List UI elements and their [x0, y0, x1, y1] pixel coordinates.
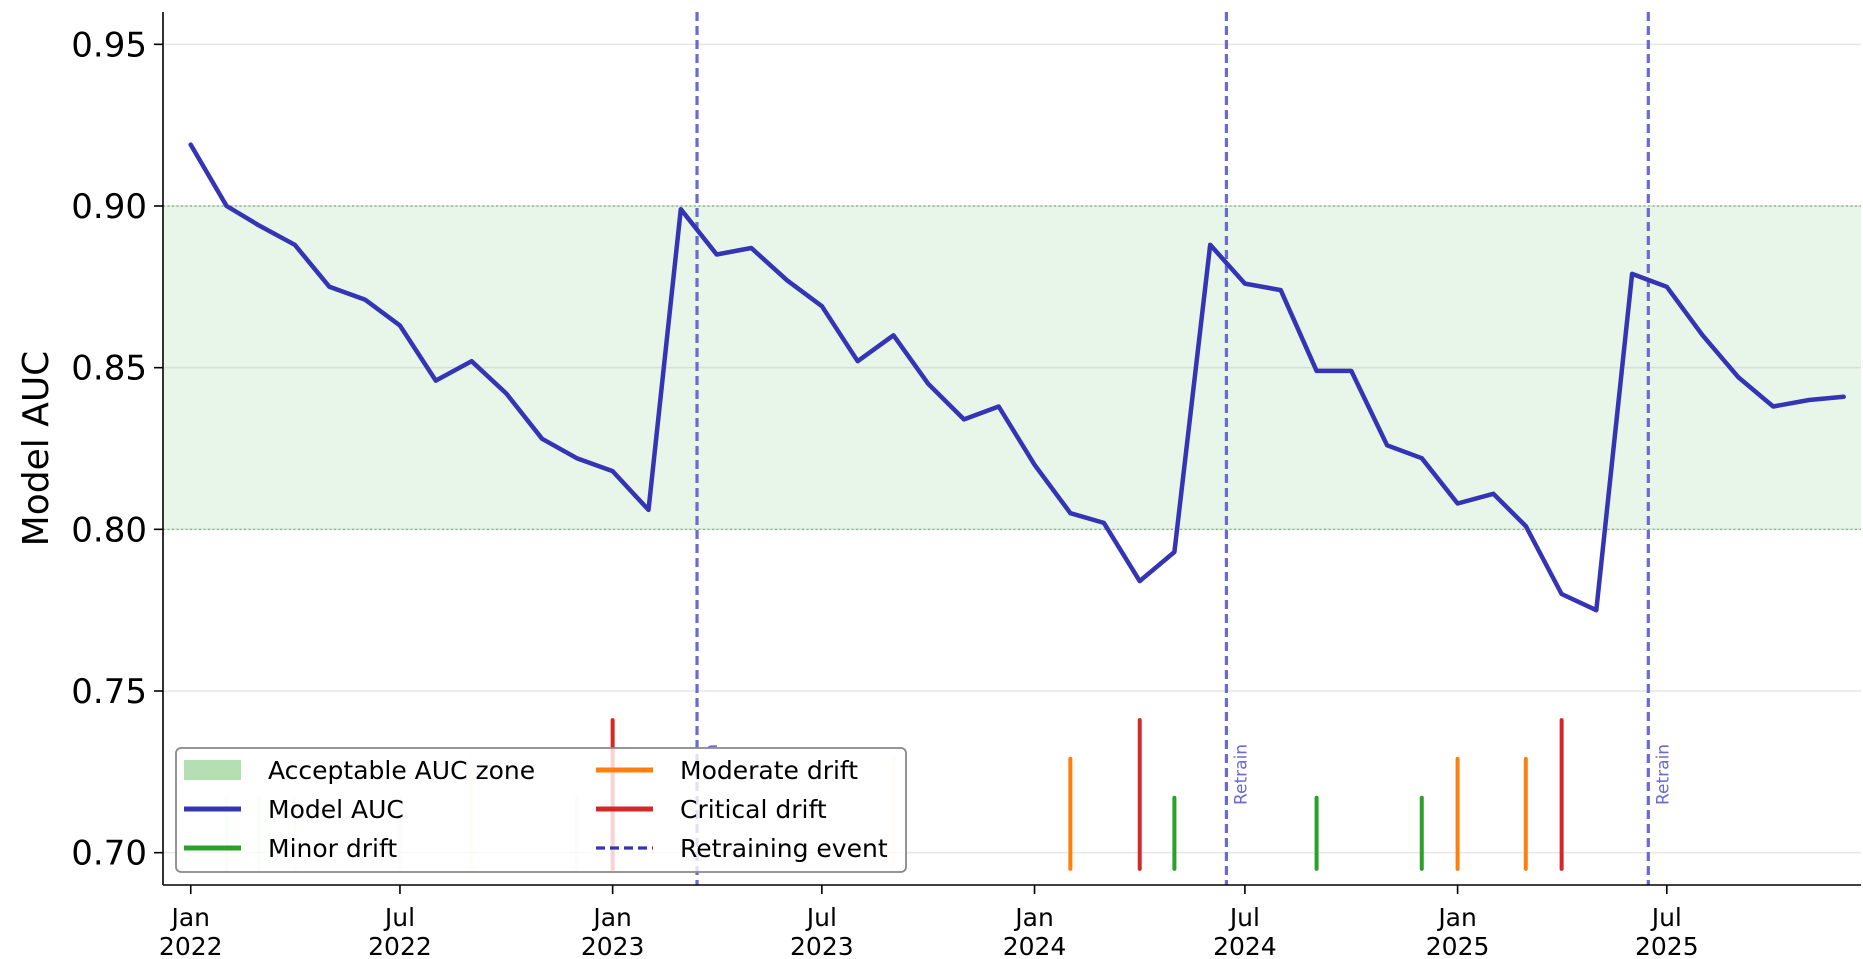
legend-label: Acceptable AUC zone [268, 756, 535, 785]
legend-label: Retraining event [680, 834, 888, 863]
legend-label: Model AUC [268, 795, 404, 824]
x-tick-label-month: Jan [591, 903, 632, 932]
x-tick-label-year: 2025 [1635, 932, 1699, 959]
retrain-events-layer: Retrain Retrain Retrain [695, 12, 1673, 885]
legend-label: Moderate drift [680, 756, 858, 785]
x-tick-label-year: 2023 [581, 932, 645, 959]
y-tick-label: 0.85 [71, 349, 147, 389]
x-tick-label-year: 2022 [159, 932, 223, 959]
retrain-label-group: Retrain [1231, 744, 1251, 805]
retrain-label-group: Retrain [702, 744, 722, 805]
legend-label: Minor drift [268, 834, 397, 863]
x-tick-label-month: Jan [169, 903, 210, 932]
y-tick-label: 0.90 [71, 187, 147, 227]
y-tick-label: 0.75 [71, 672, 147, 712]
legend: Acceptable AUC zone Moderate drift Model A… [175, 747, 907, 873]
series-layer [188, 142, 1846, 613]
legend-swatch-zone [184, 760, 241, 780]
x-tick-label-month: Jul [1228, 903, 1260, 932]
y-tick-label: 0.95 [71, 25, 147, 65]
legend-frame [175, 747, 907, 873]
x-tick-label-year: 2024 [1213, 932, 1277, 959]
x-tick-label-month: Jul [383, 903, 415, 932]
x-tick-label-year: 2022 [368, 932, 432, 959]
series-line-model-auc [188, 142, 1846, 613]
x-tick-label-year: 2023 [790, 932, 854, 959]
retrain-label: Retrain [1231, 744, 1251, 805]
x-tick-label-year: 2024 [1003, 932, 1067, 959]
x-tick-label-month: Jan [1436, 903, 1477, 932]
retrain-label: Retrain [1653, 744, 1673, 805]
x-tick-label-month: Jul [805, 903, 837, 932]
x-tick-label-year: 2025 [1426, 932, 1490, 959]
x-tick-label-month: Jan [1013, 903, 1054, 932]
y-tick-label: 0.80 [71, 510, 147, 550]
y-axis-label: Model AUC [16, 351, 57, 547]
axes-layer: 0.700.750.800.850.900.95Jan2022Jul2022Ja… [16, 12, 1861, 959]
retrain-label-group: Retrain [1653, 744, 1673, 805]
retrain-label: Retrain [702, 744, 722, 805]
y-tick-label: 0.70 [71, 834, 147, 874]
legend-label: Critical drift [680, 795, 827, 824]
x-tick-label-month: Jul [1650, 903, 1682, 932]
acceptable-zone-layer [163, 205, 1861, 530]
acceptable-zone-band [163, 206, 1861, 530]
